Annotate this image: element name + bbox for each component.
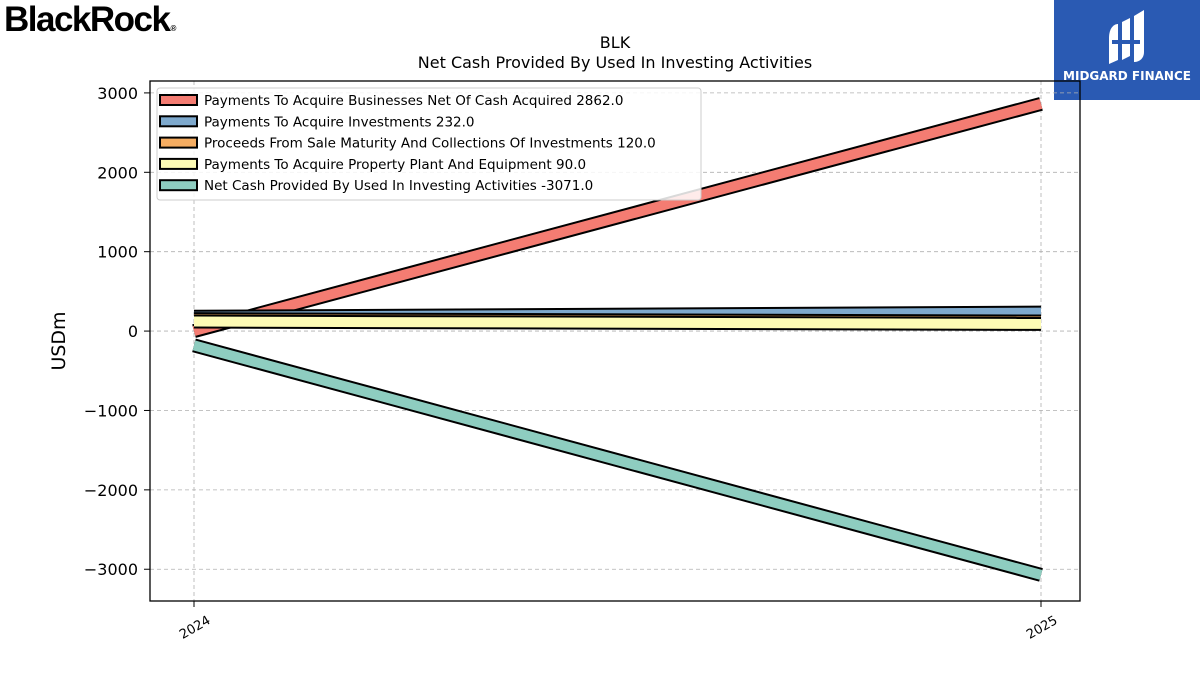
y-tick-label: 0 bbox=[128, 322, 138, 341]
plot-frame bbox=[149, 80, 1081, 602]
chart-title: BLK bbox=[600, 33, 631, 52]
blackrock-logo-text: BlackRock bbox=[4, 0, 171, 39]
publisher-name: MIDGARD FINANCE bbox=[1063, 69, 1191, 83]
midgard-logo-icon bbox=[1109, 10, 1144, 64]
y-tick-label: −2000 bbox=[84, 481, 138, 500]
series-line bbox=[192, 340, 1043, 580]
legend-swatch bbox=[159, 179, 198, 192]
legend-label: Net Cash Provided By Used In Investing A… bbox=[204, 178, 593, 194]
legend-swatch bbox=[159, 94, 198, 106]
x-tick-label: 2025 bbox=[1024, 613, 1060, 643]
series-layer bbox=[192, 97, 1043, 582]
y-axis-label: USDm bbox=[48, 311, 70, 370]
registered-mark: ® bbox=[170, 24, 177, 33]
blackrock-logo: BlackRock® bbox=[4, 0, 176, 40]
series-1 bbox=[192, 97, 1043, 338]
series-4 bbox=[193, 314, 1042, 331]
y-tick-label: 3000 bbox=[97, 84, 138, 103]
series-5 bbox=[192, 338, 1043, 582]
legend-label: Payments To Acquire Property Plant And E… bbox=[204, 157, 586, 173]
y-tick-label: −1000 bbox=[84, 401, 138, 420]
legend-label: Proceeds From Sale Maturity And Collecti… bbox=[204, 136, 656, 152]
legend-swatch bbox=[159, 115, 198, 128]
midgard-finance-badge: MIDGARD FINANCE bbox=[1054, 0, 1200, 100]
chart-subtitle: Net Cash Provided By Used In Investing A… bbox=[418, 53, 812, 72]
legend-label: Payments To Acquire Businesses Net Of Ca… bbox=[204, 93, 623, 109]
legend-label: Payments To Acquire Investments 232.0 bbox=[204, 114, 475, 130]
x-tick-label: 2024 bbox=[177, 613, 213, 643]
y-tick-label: 2000 bbox=[97, 163, 138, 182]
y-tick-label: −3000 bbox=[84, 560, 138, 579]
legend-box bbox=[156, 87, 702, 201]
legend-swatch bbox=[159, 157, 198, 170]
y-tick-label: 1000 bbox=[97, 243, 138, 262]
axes: 3000 2000 1000 0 −1000 −2000 −3000 2024 2025 bbox=[84, 84, 1060, 643]
legend-swatch bbox=[159, 136, 198, 149]
series-line bbox=[192, 99, 1043, 336]
series-line bbox=[193, 316, 1042, 329]
legend: Payments To Acquire Businesses Net Of Ca… bbox=[156, 87, 702, 201]
